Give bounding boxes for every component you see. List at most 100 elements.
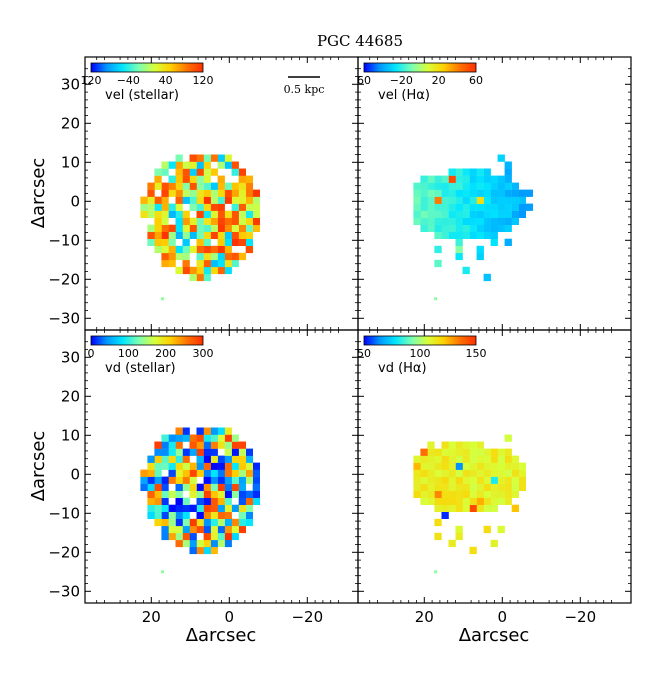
map-pixel — [245, 196, 253, 204]
map-pixel — [161, 525, 169, 534]
map-pixel — [161, 570, 165, 574]
y-tick-label: 30 — [61, 348, 80, 366]
map-pixel — [413, 455, 421, 463]
map-pixel — [224, 441, 232, 449]
map-pixel — [154, 238, 162, 246]
map-pixel — [252, 497, 260, 505]
map-pixel — [441, 476, 449, 484]
map-pixel — [434, 448, 442, 456]
map-pixel — [441, 441, 449, 449]
map-pixel — [217, 441, 225, 449]
map-pixel — [511, 210, 519, 218]
map-pixel — [413, 203, 421, 211]
map-pixel — [217, 476, 225, 484]
map-pixel — [175, 448, 183, 456]
map-pixel — [238, 238, 246, 246]
map-pixel — [427, 189, 435, 197]
map-pixel — [210, 196, 218, 204]
map-pixel — [189, 525, 197, 534]
ticks: 30 20 10 0 −10 −20 −30 — [48, 57, 358, 330]
map-pixel — [455, 182, 463, 190]
map-pixel — [427, 182, 435, 190]
map-pixel — [168, 525, 176, 534]
colorbar-tick-label: −20 — [390, 74, 413, 87]
y-tick-label: −20 — [48, 270, 80, 288]
map-pixel — [469, 455, 477, 463]
map-pixel — [154, 511, 162, 519]
colorbar-label: vel (stellar) — [105, 88, 179, 103]
map-pixel — [441, 455, 449, 463]
map-pixel — [511, 182, 519, 190]
map-pixel — [490, 175, 498, 183]
map-pixel — [497, 455, 505, 463]
map-pixel — [224, 504, 232, 512]
colorbar-tick-label: 20 — [432, 74, 446, 87]
map-pixel — [182, 182, 190, 190]
map-pixel — [497, 189, 505, 197]
map-pixel — [210, 455, 218, 463]
map-pixel — [483, 525, 491, 534]
map-pixel — [462, 441, 470, 449]
map-pixel — [231, 168, 239, 176]
map-pixels — [413, 434, 526, 574]
map-pixel — [224, 231, 232, 239]
map-pixel — [224, 427, 232, 435]
map-pixel — [462, 224, 470, 232]
map-pixel — [448, 476, 456, 484]
map-pixel — [238, 462, 246, 470]
map-pixel — [203, 462, 211, 470]
map-pixel — [182, 259, 190, 268]
x-tick-label: 0 — [498, 608, 508, 626]
map-pixel — [189, 434, 197, 442]
map-pixel — [245, 182, 253, 190]
map-pixel — [175, 525, 183, 534]
map-pixel — [182, 525, 190, 534]
map-pixel — [231, 518, 239, 527]
map-pixel — [504, 455, 512, 463]
map-pixel — [448, 448, 456, 456]
map-pixel — [490, 203, 498, 211]
map-pixel — [161, 297, 165, 301]
map-pixel — [196, 224, 204, 232]
map-pixel — [224, 455, 232, 463]
y-axis-label-top: Δarcsec — [28, 158, 49, 229]
map-pixel — [462, 203, 470, 211]
y-tick-label: 0 — [70, 465, 80, 483]
map-pixel — [175, 217, 183, 225]
map-pixel — [196, 189, 204, 197]
map-pixel — [497, 175, 505, 183]
map-pixel — [203, 518, 211, 527]
map-pixel — [448, 497, 456, 505]
map-pixel — [203, 490, 211, 498]
map-pixel — [196, 217, 204, 225]
map-pixel — [441, 497, 449, 505]
map-pixel — [238, 455, 246, 463]
map-pixel — [210, 469, 218, 477]
map-pixel — [462, 476, 470, 484]
colorbar-vel-halpha: 60 −20 20 60 vel (Hα) — [357, 62, 483, 103]
map-pixel — [455, 189, 463, 197]
map-pixel — [231, 224, 239, 232]
map-pixel — [203, 525, 211, 534]
map-pixel — [455, 504, 463, 512]
map-pixel — [469, 546, 477, 555]
map-pixel — [245, 490, 253, 498]
map-pixel — [441, 504, 449, 512]
map-pixel — [427, 448, 435, 456]
ticks — [358, 57, 631, 330]
map-pixel — [455, 448, 463, 456]
map-pixel — [210, 434, 218, 442]
map-pixel — [427, 476, 435, 484]
map-pixel — [455, 210, 463, 218]
map-pixel — [490, 497, 498, 505]
map-pixel — [511, 490, 519, 498]
map-pixel — [238, 448, 246, 456]
map-pixel — [196, 266, 204, 275]
map-pixel — [161, 532, 169, 541]
map-pixel — [427, 441, 435, 449]
map-pixel — [224, 476, 232, 484]
map-pixel — [217, 469, 225, 477]
scale-bar: 0.5 kpc — [284, 76, 324, 96]
map-pixel — [490, 504, 498, 512]
map-pixel — [420, 455, 428, 463]
